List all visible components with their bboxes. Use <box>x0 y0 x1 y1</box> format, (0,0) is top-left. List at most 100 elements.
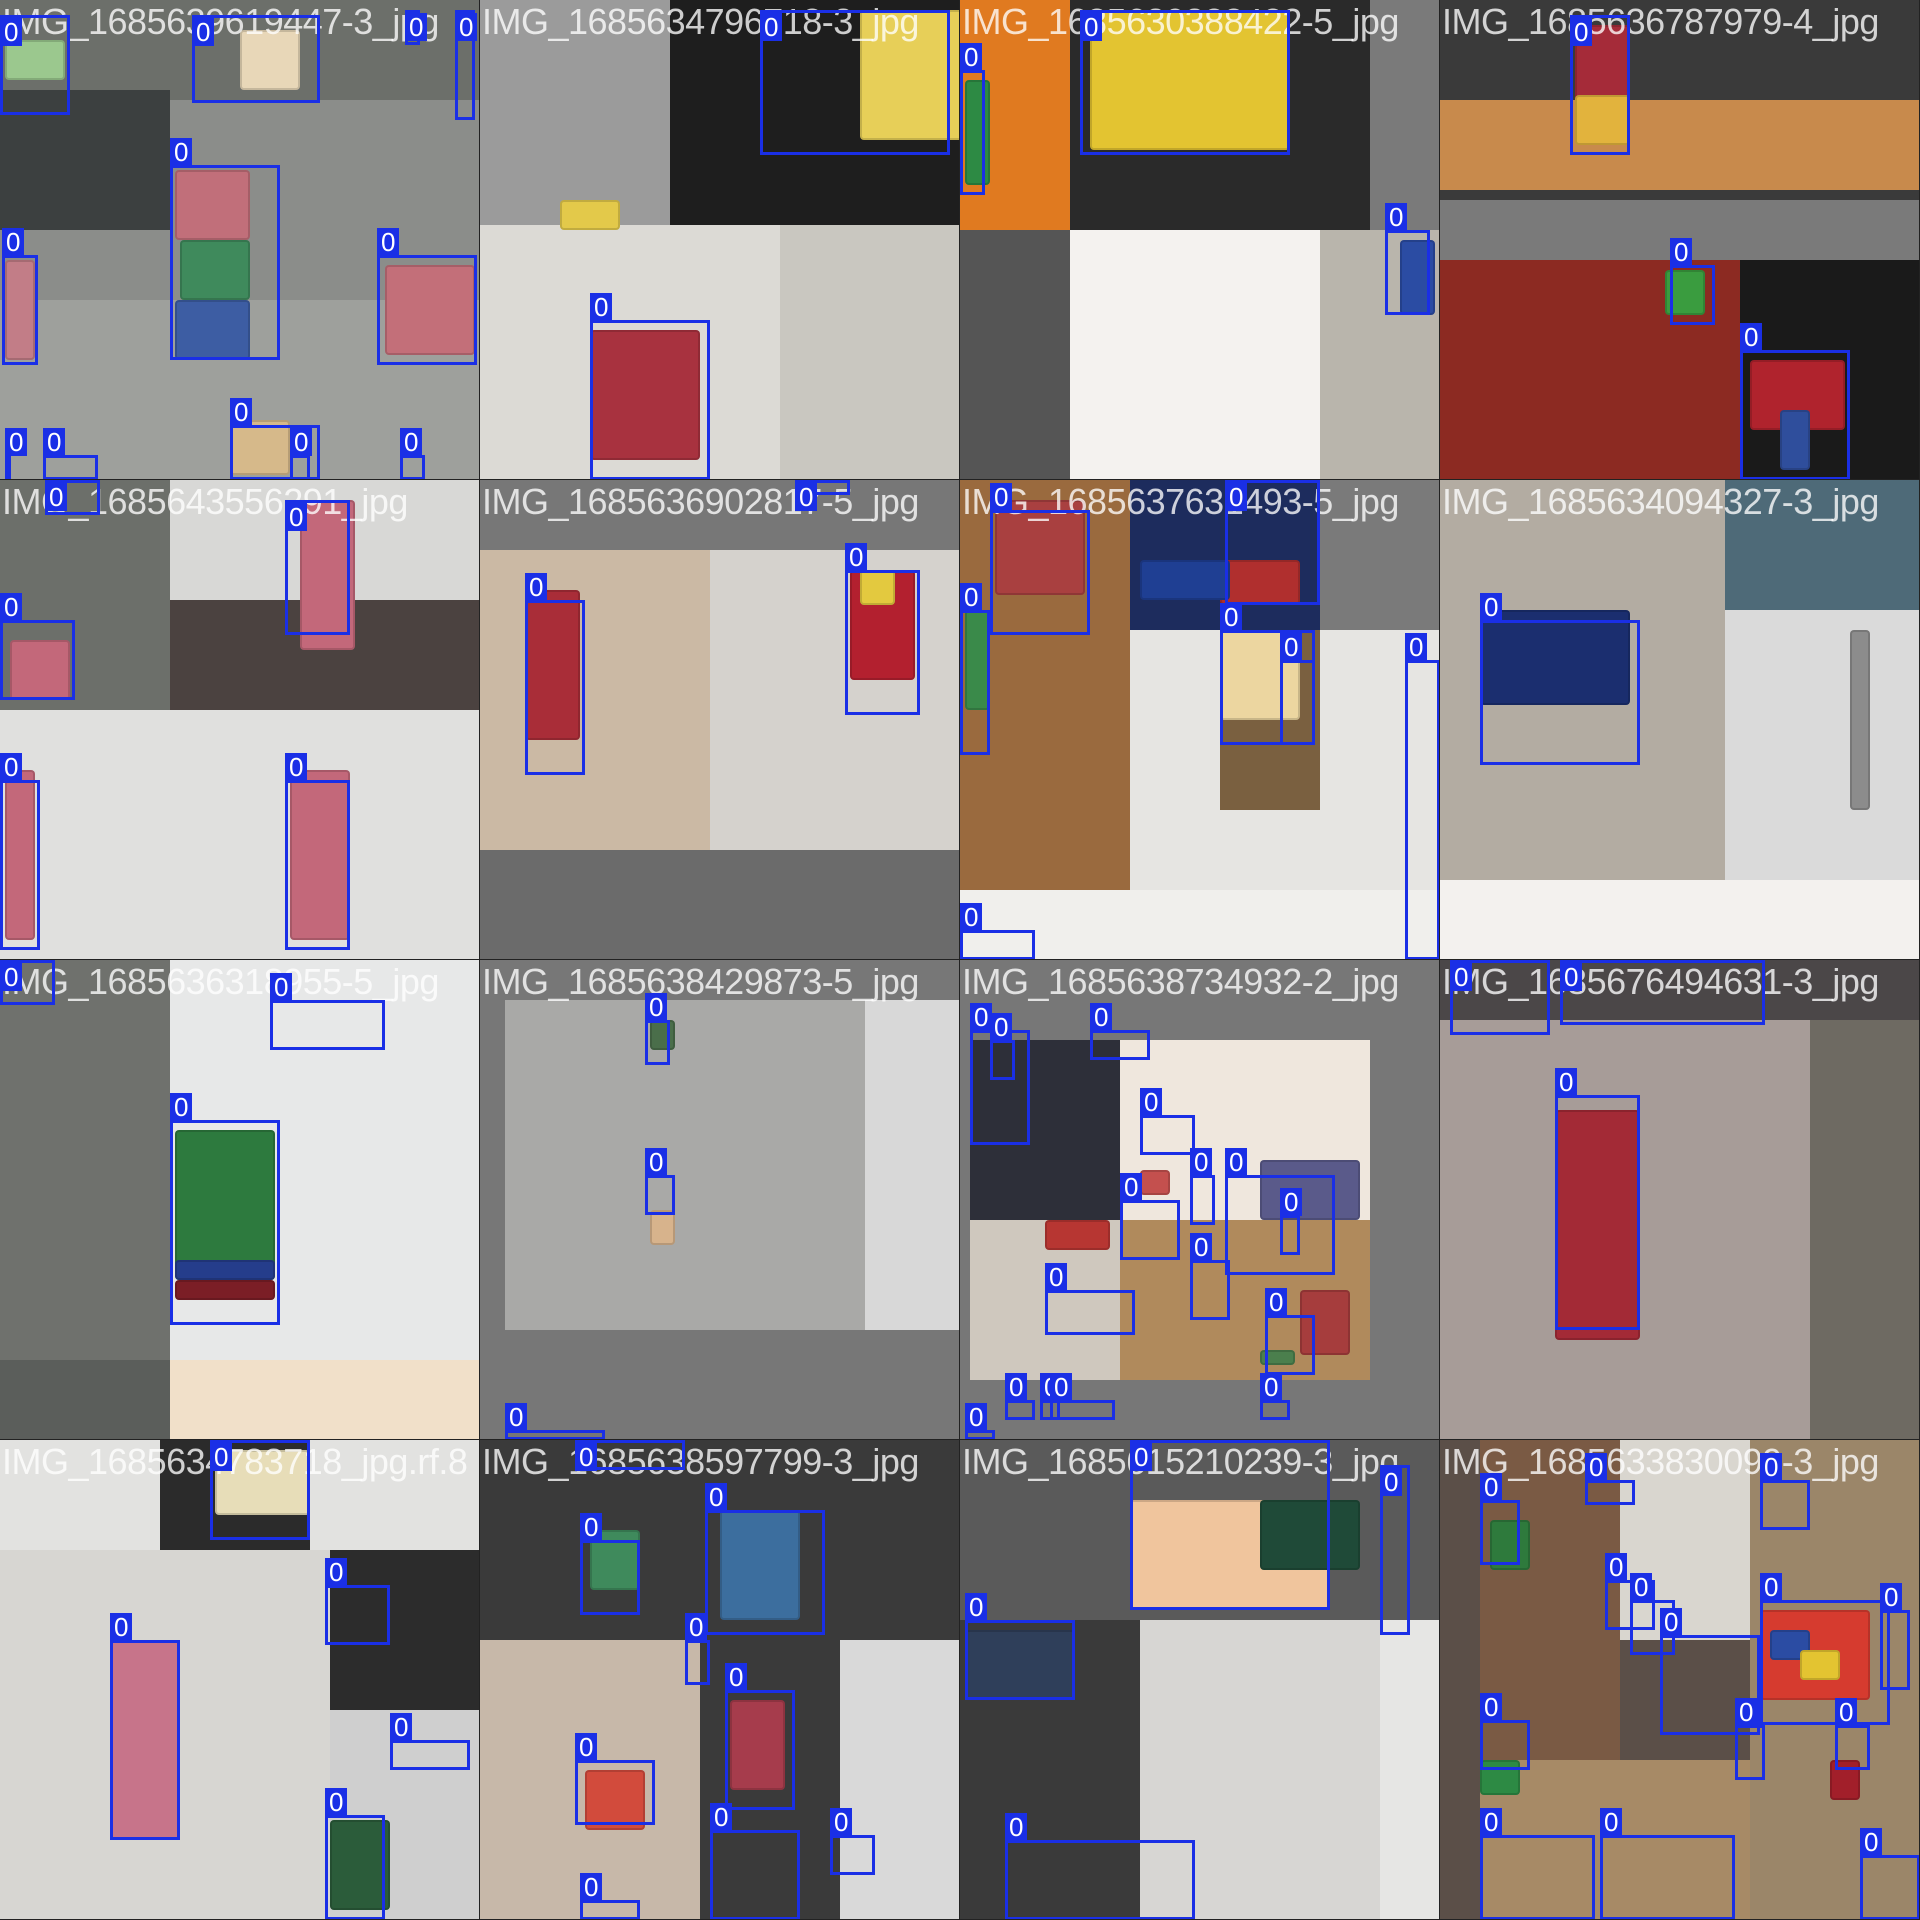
class-label: 0 <box>685 1613 708 1641</box>
class-label: 0 <box>1585 1453 1608 1481</box>
detection-box: 0 <box>325 1788 385 1919</box>
class-label: 0 <box>1090 1003 1113 1031</box>
tile-photo <box>480 960 959 1439</box>
photo-region <box>970 1040 1120 1220</box>
class-label: 0 <box>725 1663 748 1691</box>
detection-box: 0 <box>270 973 385 1050</box>
tile-caption: IMG_1685637631493-5_jpg <box>962 481 1399 522</box>
tile-caption: IMG_1685634783718_jpg.rf.8 <box>2 1441 468 1482</box>
class-label: 0 <box>1880 1583 1903 1611</box>
lego-brick <box>720 1510 800 1620</box>
lego-brick <box>1220 560 1300 605</box>
class-label: 0 <box>1735 1698 1758 1726</box>
class-label: 0 <box>192 18 215 46</box>
class-label: 0 <box>5 428 28 456</box>
detection-box: 0 <box>830 1808 875 1875</box>
class-label: 0 <box>1280 633 1303 661</box>
detection-box: 0 <box>1045 1263 1135 1335</box>
class-label: 0 <box>1480 1693 1503 1721</box>
class-label: 0 <box>1480 1473 1503 1501</box>
class-label: 0 <box>270 973 293 1001</box>
photo-region <box>1725 610 1919 880</box>
lego-brick <box>1480 1760 1520 1795</box>
lego-brick <box>1850 630 1870 810</box>
detection-box: 0 <box>210 1440 310 1540</box>
lego-brick <box>590 330 700 460</box>
class-label: 0 <box>505 1403 528 1431</box>
detection-box: 0 <box>43 428 98 479</box>
tile-photo <box>0 1440 479 1919</box>
class-label: 0 <box>1605 1553 1628 1581</box>
class-label: 0 <box>0 18 23 46</box>
lego-brick <box>5 260 35 360</box>
detection-box: 0 <box>1005 1813 1195 1919</box>
detection-box: 0 <box>845 543 920 715</box>
lego-brick <box>175 1130 275 1280</box>
class-label: 0 <box>1760 1453 1783 1481</box>
class-label: 0 <box>590 293 613 321</box>
class-label: 0 <box>960 903 983 931</box>
detection-box: 0 <box>705 1483 825 1635</box>
class-label: 0 <box>405 13 428 41</box>
class-label: 0 <box>760 13 783 41</box>
lego-brick <box>560 200 620 230</box>
class-label: 0 <box>1630 1573 1653 1601</box>
detection-box: 0 <box>1480 593 1640 765</box>
detection-box: 0 <box>645 993 670 1065</box>
photo-region <box>1725 480 1919 610</box>
lego-brick <box>1490 1520 1530 1570</box>
detection-box: 0 <box>960 43 985 195</box>
tile-caption: IMG_1685634796718-3_jpg <box>482 1 919 42</box>
detection-box: 0 <box>0 593 75 700</box>
class-label: 0 <box>1760 1573 1783 1601</box>
detection-box: 0 <box>965 1593 1075 1700</box>
detection-box: 0 <box>960 903 1035 959</box>
class-label: 0 <box>645 993 668 1021</box>
tile-photo <box>960 1440 1439 1919</box>
lego-brick <box>995 500 1085 595</box>
tile-photo <box>0 0 479 479</box>
detection-box: 0 <box>1600 1808 1735 1919</box>
class-label: 0 <box>970 1003 993 1031</box>
detection-box: 0 <box>580 1873 640 1919</box>
photo-region <box>1620 1440 1750 1640</box>
class-label: 0 <box>1860 1828 1883 1856</box>
mosaic-tile: IMG_1685634783718_jpg.rf.8 0 0 0 0 0 <box>0 1440 480 1920</box>
lego-brick <box>1260 1160 1360 1220</box>
photo-region <box>505 1000 865 1330</box>
detection-box: 0 <box>1880 1583 1910 1690</box>
lego-brick <box>175 1260 275 1280</box>
class-label: 0 <box>210 1443 233 1471</box>
detection-box: 0 <box>1130 1440 1330 1610</box>
tile-photo <box>480 480 959 959</box>
class-label: 0 <box>43 428 66 456</box>
class-label: 0 <box>575 1443 598 1471</box>
class-label: 0 <box>1120 1173 1143 1201</box>
class-label: 0 <box>285 753 308 781</box>
detection-box: 0 <box>1090 1003 1150 1060</box>
detection-box: 0 <box>1740 323 1850 479</box>
detection-box: 0 <box>580 1513 640 1615</box>
tile-photo <box>0 960 479 1439</box>
class-label: 0 <box>575 1733 598 1761</box>
mosaic-tile: IMG_1685630388422-5_jpg 0 0 0 <box>960 0 1440 480</box>
photo-region <box>1480 1440 1620 1760</box>
photo-region <box>1480 1760 1750 1919</box>
detection-box: 0 <box>1760 1573 1890 1725</box>
class-label: 0 <box>377 228 400 256</box>
detection-box: 0 <box>1450 960 1550 1035</box>
detection-box: 0 <box>1660 1608 1760 1735</box>
detection-box: 0 <box>725 1663 795 1810</box>
detection-box: 0 <box>110 1613 180 1840</box>
class-label: 0 <box>1225 1148 1248 1176</box>
tile-caption: IMG_1685636318955-5_jpg <box>2 961 439 1002</box>
detection-box: 0 <box>1585 1453 1635 1505</box>
tile-photo <box>960 0 1439 479</box>
lego-brick <box>1140 560 1230 600</box>
lego-brick <box>175 170 250 240</box>
lego-brick <box>1140 1170 1170 1195</box>
detection-box: 0 <box>170 1093 280 1325</box>
detection-box: 0 <box>1280 1188 1303 1255</box>
photo-region <box>1440 100 1919 190</box>
photo-region <box>0 710 479 959</box>
